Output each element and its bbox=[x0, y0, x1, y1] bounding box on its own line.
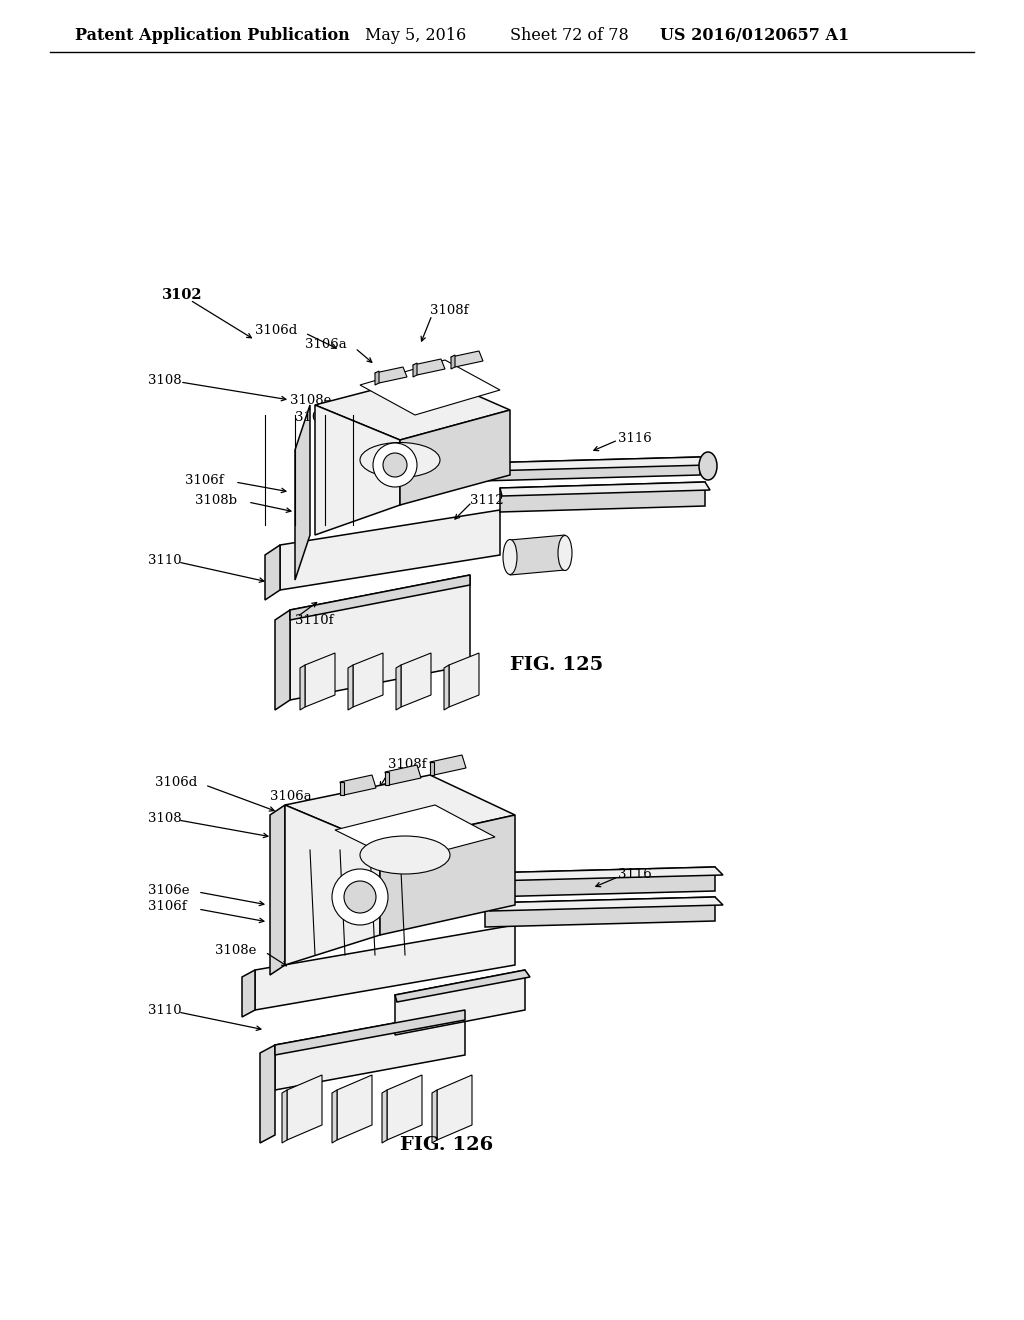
Polygon shape bbox=[335, 805, 495, 862]
Polygon shape bbox=[280, 510, 500, 590]
Polygon shape bbox=[500, 482, 705, 512]
Ellipse shape bbox=[503, 540, 517, 574]
Text: 3108b: 3108b bbox=[195, 494, 237, 507]
Polygon shape bbox=[451, 355, 455, 370]
Polygon shape bbox=[380, 814, 515, 935]
Polygon shape bbox=[275, 610, 290, 710]
Polygon shape bbox=[432, 1090, 437, 1143]
Text: 3110: 3110 bbox=[148, 553, 181, 566]
Polygon shape bbox=[430, 755, 466, 775]
Polygon shape bbox=[255, 925, 515, 1010]
Text: FIG. 125: FIG. 125 bbox=[510, 656, 603, 675]
Polygon shape bbox=[360, 360, 500, 414]
Polygon shape bbox=[437, 1074, 472, 1140]
Text: 3108d: 3108d bbox=[318, 430, 360, 444]
Polygon shape bbox=[430, 762, 434, 775]
Text: 3110f: 3110f bbox=[295, 614, 334, 627]
Polygon shape bbox=[396, 665, 401, 710]
Text: 3106d: 3106d bbox=[255, 323, 297, 337]
Polygon shape bbox=[285, 775, 515, 845]
Circle shape bbox=[344, 880, 376, 913]
Circle shape bbox=[332, 869, 388, 925]
Polygon shape bbox=[315, 405, 400, 535]
Polygon shape bbox=[401, 653, 431, 708]
Polygon shape bbox=[332, 1090, 337, 1143]
Polygon shape bbox=[485, 898, 715, 927]
Polygon shape bbox=[375, 371, 379, 385]
Polygon shape bbox=[353, 653, 383, 708]
Text: 3106a: 3106a bbox=[270, 791, 311, 804]
Polygon shape bbox=[400, 411, 510, 506]
Ellipse shape bbox=[558, 536, 572, 570]
Polygon shape bbox=[449, 653, 479, 708]
Polygon shape bbox=[485, 867, 715, 898]
Polygon shape bbox=[337, 1074, 372, 1140]
Text: 3108e: 3108e bbox=[215, 944, 256, 957]
Text: 3102: 3102 bbox=[162, 288, 203, 302]
Polygon shape bbox=[480, 457, 700, 480]
Polygon shape bbox=[275, 1010, 465, 1055]
Polygon shape bbox=[270, 805, 285, 975]
Polygon shape bbox=[500, 482, 710, 496]
Polygon shape bbox=[265, 545, 280, 601]
Polygon shape bbox=[295, 405, 310, 579]
Circle shape bbox=[373, 444, 417, 487]
Polygon shape bbox=[375, 367, 407, 383]
Polygon shape bbox=[385, 766, 421, 785]
Polygon shape bbox=[382, 1090, 387, 1143]
Text: 3108e: 3108e bbox=[290, 393, 332, 407]
Polygon shape bbox=[242, 970, 255, 1016]
Text: May 5, 2016: May 5, 2016 bbox=[365, 26, 466, 44]
Text: 3112: 3112 bbox=[352, 833, 386, 846]
Polygon shape bbox=[300, 665, 305, 710]
Text: 3116: 3116 bbox=[618, 432, 651, 445]
Polygon shape bbox=[305, 653, 335, 708]
Polygon shape bbox=[275, 1010, 465, 1090]
Polygon shape bbox=[387, 1074, 422, 1140]
Polygon shape bbox=[413, 363, 417, 378]
Polygon shape bbox=[340, 781, 344, 795]
Circle shape bbox=[383, 453, 407, 477]
Text: US 2016/0120657 A1: US 2016/0120657 A1 bbox=[660, 26, 849, 44]
Polygon shape bbox=[395, 970, 530, 1002]
Polygon shape bbox=[260, 1045, 275, 1143]
Text: 3110: 3110 bbox=[148, 1003, 181, 1016]
Text: 3106f: 3106f bbox=[148, 900, 186, 913]
Text: 3108g: 3108g bbox=[295, 412, 337, 425]
Text: 3106f: 3106f bbox=[185, 474, 223, 487]
Polygon shape bbox=[395, 970, 525, 1035]
Polygon shape bbox=[282, 1090, 287, 1143]
Text: 3108f: 3108f bbox=[388, 759, 427, 771]
Polygon shape bbox=[451, 351, 483, 367]
Ellipse shape bbox=[699, 451, 717, 480]
Text: FIG. 126: FIG. 126 bbox=[400, 1137, 494, 1154]
Text: 3116: 3116 bbox=[618, 869, 651, 882]
Polygon shape bbox=[285, 805, 380, 965]
Polygon shape bbox=[485, 898, 723, 911]
Polygon shape bbox=[413, 359, 445, 375]
Polygon shape bbox=[480, 457, 708, 471]
Polygon shape bbox=[444, 665, 449, 710]
Polygon shape bbox=[510, 535, 565, 576]
Polygon shape bbox=[290, 576, 470, 700]
Polygon shape bbox=[287, 1074, 322, 1140]
Text: Sheet 72 of 78: Sheet 72 of 78 bbox=[510, 26, 629, 44]
Text: 3106d: 3106d bbox=[155, 776, 198, 788]
Text: 3112: 3112 bbox=[470, 494, 504, 507]
Polygon shape bbox=[385, 772, 389, 785]
Polygon shape bbox=[315, 375, 510, 440]
Polygon shape bbox=[485, 867, 723, 880]
Ellipse shape bbox=[360, 442, 440, 478]
Text: Patent Application Publication: Patent Application Publication bbox=[75, 26, 350, 44]
Polygon shape bbox=[348, 665, 353, 710]
Polygon shape bbox=[290, 576, 470, 620]
Text: 3106a: 3106a bbox=[305, 338, 347, 351]
Text: 3106e: 3106e bbox=[148, 883, 189, 896]
Text: 3108: 3108 bbox=[148, 374, 181, 387]
Text: 3108f: 3108f bbox=[430, 304, 469, 317]
Text: 3108: 3108 bbox=[148, 812, 181, 825]
Ellipse shape bbox=[360, 836, 450, 874]
Polygon shape bbox=[340, 775, 376, 795]
